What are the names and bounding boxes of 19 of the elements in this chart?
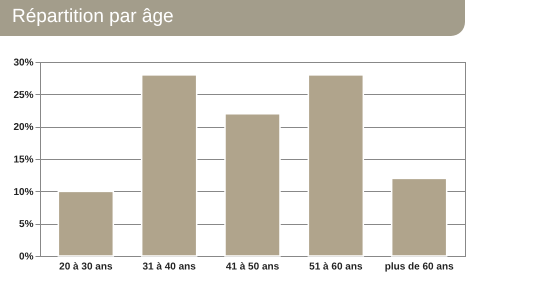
- x-tick-label: 31 à 40 ans: [142, 262, 196, 272]
- bar: [390, 178, 448, 257]
- y-tick-label: 5%: [19, 219, 34, 230]
- chart-title: Répartition par âge: [12, 6, 174, 28]
- bar: [58, 190, 114, 257]
- y-tick-label: 15%: [13, 154, 34, 166]
- y-tick-label: 10%: [13, 186, 34, 198]
- header-banner: Répartition par âge: [0, 0, 465, 36]
- x-tick-label: 51 à 60 ans: [309, 262, 363, 272]
- x-tick-label: 41 à 50 ans: [226, 262, 280, 272]
- y-tick-label: 25%: [13, 90, 34, 101]
- bar: [140, 74, 198, 257]
- y-tick-label: 0%: [19, 252, 34, 262]
- x-tick-label: 20 à 30 ans: [59, 262, 113, 272]
- bar: [224, 112, 281, 257]
- y-tick-label: 30%: [13, 58, 34, 68]
- x-tick-label: plus de 60 ans: [384, 262, 454, 272]
- y-tick-label: 20%: [13, 122, 34, 134]
- bar: [308, 74, 364, 257]
